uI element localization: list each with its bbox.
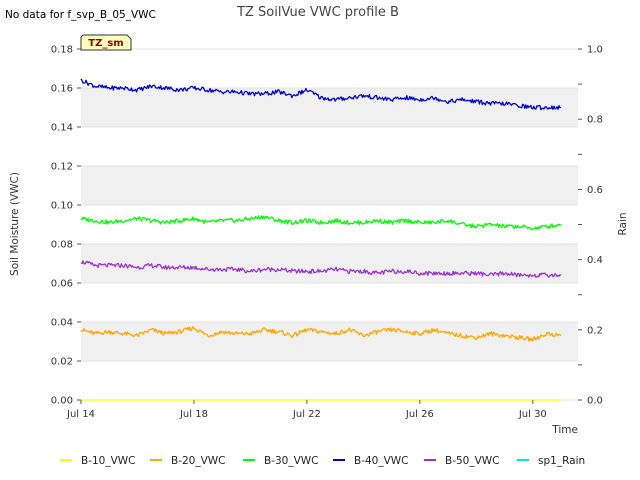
plot-band bbox=[81, 88, 578, 127]
y2-tick-label: 0.4 bbox=[587, 255, 603, 266]
legend-label-sp1-rain: sp1_Rain bbox=[538, 455, 585, 467]
legend-label-b-20-vwc: B-20_VWC bbox=[171, 455, 226, 467]
site-badge: TZ_sm bbox=[80, 34, 132, 51]
legend-label-b-10-vwc: B-10_VWC bbox=[81, 455, 136, 467]
plot-band bbox=[81, 322, 578, 361]
series-layer bbox=[80, 78, 562, 401]
y-tick-label: 0.00 bbox=[51, 396, 73, 407]
y-tick-label: 0.06 bbox=[51, 279, 73, 290]
y-tick-label: 0.02 bbox=[51, 357, 73, 368]
plot-band bbox=[81, 166, 578, 205]
plot-band bbox=[81, 244, 578, 283]
x-axis-label: Time bbox=[551, 424, 578, 436]
x-tick-label: Jul 14 bbox=[66, 409, 95, 420]
legend-label-b-30-vwc: B-30_VWC bbox=[264, 455, 319, 467]
x-tick-label: Jul 22 bbox=[292, 409, 321, 420]
y-tick-label: 0.16 bbox=[51, 84, 73, 95]
y2-axis-label: Rain bbox=[617, 212, 629, 235]
series-line-b-40-vwc bbox=[80, 78, 562, 111]
y-tick-label: 0.10 bbox=[51, 201, 73, 212]
legend-label-b-50-vwc: B-50_VWC bbox=[445, 455, 500, 467]
legend: B-10_VWC B-20_VWC B-30_VWC B-40_VWC B-50_VWC… bbox=[60, 455, 585, 467]
y2-tick-label: 0.6 bbox=[587, 185, 603, 196]
y-tick-label: 0.14 bbox=[51, 123, 73, 134]
y-tick-label: 0.12 bbox=[51, 162, 73, 173]
series-line-b-30-vwc bbox=[80, 215, 562, 231]
y-tick-label: 0.08 bbox=[51, 240, 73, 251]
axes: 0.00 0.02 0.04 0.06 0.08 0.10 0.12 0.14 0.16 0.18… bbox=[51, 45, 603, 421]
x-tick-label: Jul 18 bbox=[179, 409, 208, 420]
y2-tick-label: 1.0 bbox=[587, 45, 603, 56]
chart-title: TZ SoilVue VWC profile B bbox=[236, 5, 399, 20]
y2-tick-label: 0.8 bbox=[587, 115, 603, 126]
y2-tick-label: 0.0 bbox=[587, 396, 603, 407]
site-badge-label: TZ_sm bbox=[88, 38, 123, 49]
site-badge-box bbox=[80, 34, 132, 51]
y-tick-label: 0.18 bbox=[51, 45, 73, 56]
y2-tick-label: 0.2 bbox=[587, 325, 603, 336]
series-line-b-50-vwc bbox=[80, 260, 562, 278]
series-line-b-20-vwc bbox=[80, 326, 562, 342]
y-axis-label: Soil Moisture (VWC) bbox=[9, 172, 21, 276]
no-data-note: No data for f_svp_B_05_VWC bbox=[5, 9, 156, 21]
x-tick-label: Jul 26 bbox=[405, 409, 434, 420]
y-tick-label: 0.04 bbox=[51, 318, 73, 329]
x-tick-label: Jul 30 bbox=[518, 409, 547, 420]
legend-label-b-40-vwc: B-40_VWC bbox=[354, 455, 409, 467]
